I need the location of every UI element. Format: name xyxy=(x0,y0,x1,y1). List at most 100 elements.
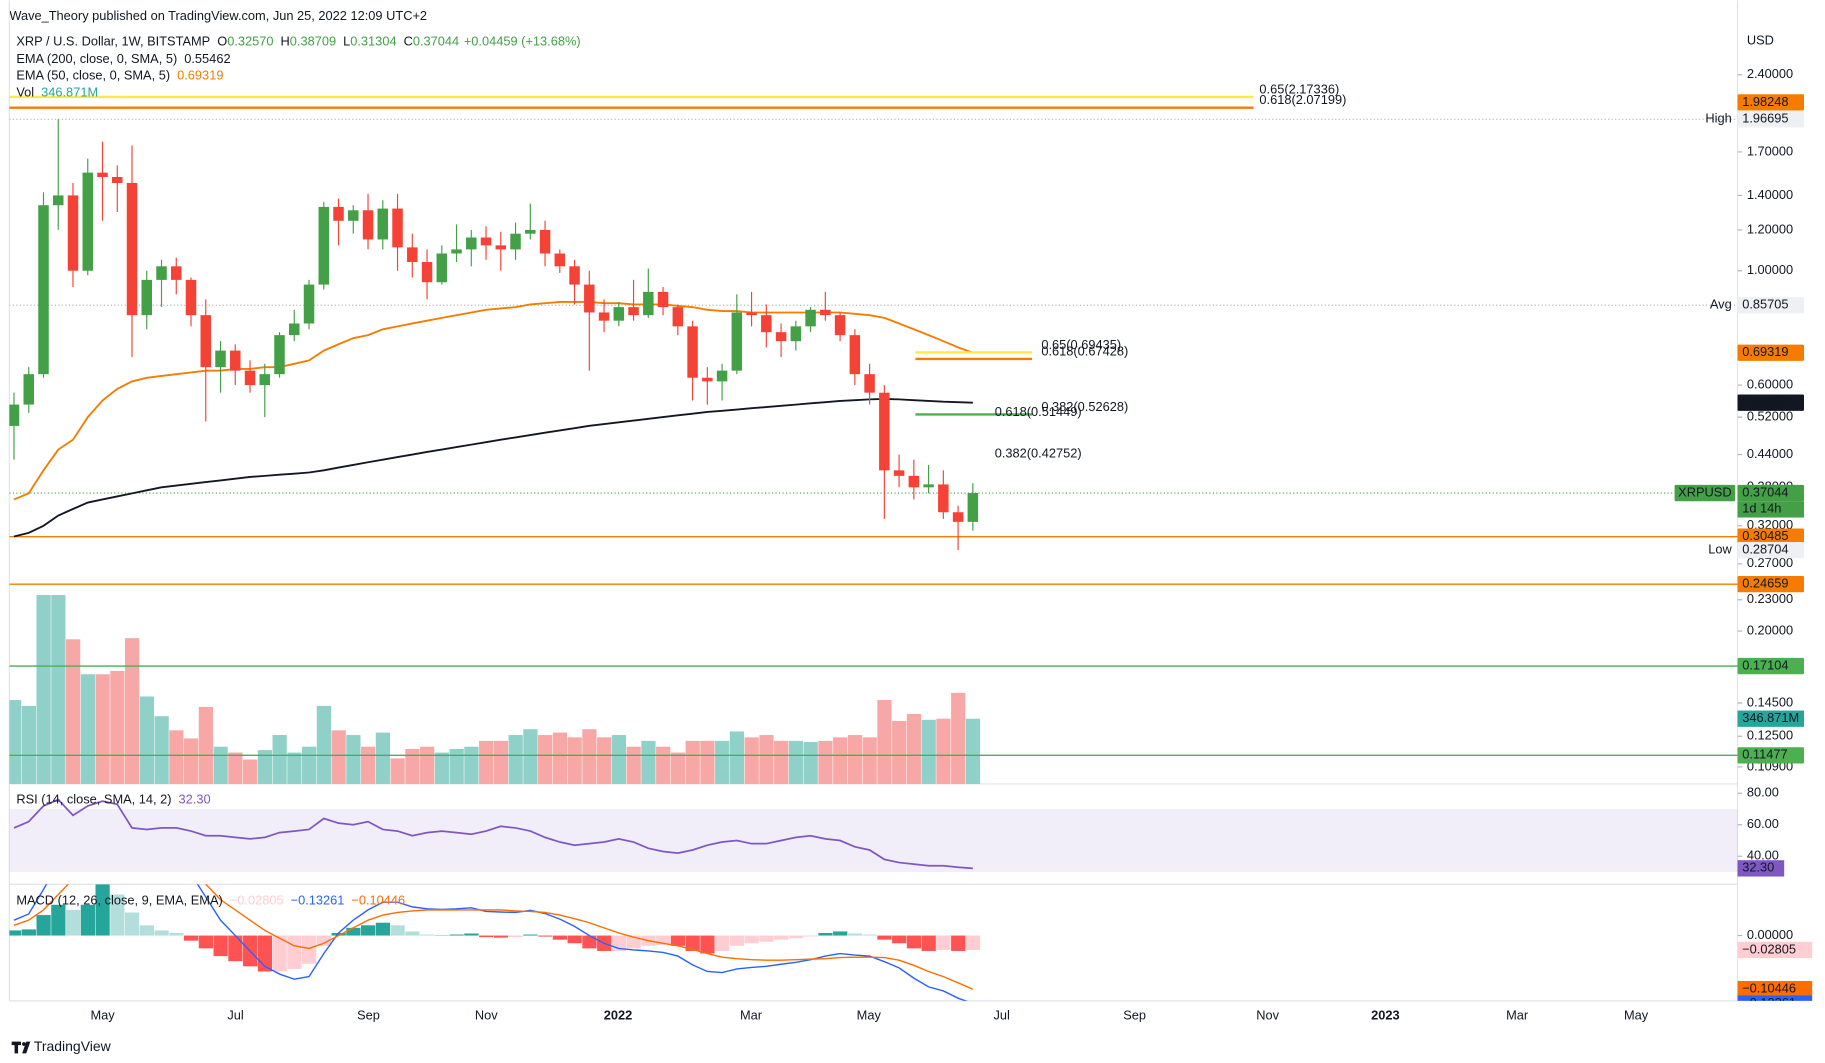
candle-body xyxy=(392,208,403,248)
price-level-label: 0.11477 xyxy=(1742,747,1787,762)
volume-bar xyxy=(611,735,627,784)
symbol-tag xyxy=(1674,484,1736,502)
candle-body xyxy=(923,484,934,488)
volume-bar xyxy=(375,732,391,784)
macd-histogram-bar xyxy=(198,935,213,949)
x-tick-label: 2022 xyxy=(604,1007,633,1022)
candle-body xyxy=(613,307,625,321)
volume-bar xyxy=(464,746,479,784)
volume-bar xyxy=(420,746,435,784)
rsi-legend: RSI (14, close, SMA, 14, 2) 32.30 xyxy=(16,792,210,807)
volume-bar xyxy=(759,735,774,784)
macd-histogram-bar xyxy=(139,925,154,936)
price-level-label: 0.37044 xyxy=(1742,484,1788,499)
x-tick-label: Nov xyxy=(475,1007,498,1022)
candle-body xyxy=(362,210,374,240)
volume-bar xyxy=(833,737,848,784)
rsi-value: 32.30 xyxy=(179,792,211,807)
macd-box xyxy=(1737,980,1813,998)
rsi-line xyxy=(13,798,973,870)
price-level-box xyxy=(1737,344,1805,361)
candle-body xyxy=(185,279,197,316)
volume-bar xyxy=(508,735,523,784)
macd-histogram-bar xyxy=(405,931,420,936)
indicator-legend: Vol 346.871M xyxy=(16,85,98,100)
volume-bar xyxy=(538,735,553,784)
macd-histogram-bar xyxy=(538,935,553,937)
macd-name: MACD (12, 26, close, 9, EMA, EMA) xyxy=(16,893,222,908)
y-tick-label: 60.00 xyxy=(1747,816,1779,831)
price-pane xyxy=(9,118,1738,784)
macd-histogram-bar xyxy=(552,935,568,940)
volume-bar xyxy=(641,740,656,784)
x-tick-label: Sep xyxy=(357,1007,380,1022)
price-axis: 2.40000 1.70000 1.40000 1.20000 1.00000 0.600… xyxy=(1737,66,1793,773)
candle-body xyxy=(628,307,639,316)
volume-bar xyxy=(361,746,376,784)
volume-bar xyxy=(390,758,405,784)
macd-histogram-bar xyxy=(833,931,848,936)
candle-body xyxy=(938,484,949,513)
candle-body xyxy=(480,237,492,246)
y-tick-label: 40.00 xyxy=(1747,848,1779,863)
volume-bar xyxy=(198,707,213,784)
price-level-box xyxy=(1737,94,1805,111)
volume-bar xyxy=(21,705,36,784)
macd-histogram-bar xyxy=(936,935,951,950)
y-tick-label: 0.27000 xyxy=(1747,555,1793,570)
candle-body xyxy=(38,205,49,375)
countdown-box xyxy=(1737,501,1805,518)
volume-bar xyxy=(818,740,833,784)
volume-bar xyxy=(906,713,922,784)
candle-body xyxy=(82,172,93,271)
y-tick-label: 0.32000 xyxy=(1747,517,1793,532)
rsi-band xyxy=(9,809,1738,872)
indicator-name: EMA (200, close, 0, SMA, 5) xyxy=(16,51,177,66)
y-tick-label: 0.52000 xyxy=(1747,409,1793,424)
symbol-name: XRP / U.S. Dollar, 1W, BITSTAMP xyxy=(16,34,210,49)
candle-body xyxy=(775,332,787,342)
macd-histogram-bar xyxy=(523,934,538,936)
macd-box xyxy=(1737,941,1813,959)
price-level-label: 0.85705 xyxy=(1742,297,1788,312)
price-level-name: High xyxy=(1705,111,1731,126)
candle-body xyxy=(790,326,802,342)
indicator-value: 0.55462 xyxy=(184,51,230,66)
macd-histogram-bar xyxy=(818,932,833,936)
volume-bar xyxy=(744,737,759,784)
x-tick-label: Mar xyxy=(1506,1007,1529,1022)
volume-bar xyxy=(729,731,745,784)
candle-body xyxy=(230,350,241,371)
volume-bar xyxy=(936,718,951,784)
candle-body xyxy=(289,323,300,336)
candle-body xyxy=(407,247,418,262)
candle-body xyxy=(864,374,875,393)
candle-body xyxy=(53,195,64,206)
volume-bar xyxy=(434,752,450,784)
macd-histogram-bar xyxy=(66,909,81,936)
macd-legend: MACD (12, 26, close, 9, EMA, EMA) −0.0280… xyxy=(16,893,405,908)
y-tick-label: 0.14500 xyxy=(1747,694,1793,709)
candle-body xyxy=(466,237,477,250)
macd-histogram-bar xyxy=(774,935,789,940)
macd-histogram-bar xyxy=(434,935,450,936)
macd-histogram-bar xyxy=(302,935,317,964)
macd-histogram-bar xyxy=(715,935,730,951)
macd-histogram-bar xyxy=(420,934,435,936)
volume-bar xyxy=(51,595,66,784)
macd-box-label: −0.02805 xyxy=(1742,941,1796,956)
price-level-box xyxy=(1737,575,1805,593)
rsi-box-label: 32.30 xyxy=(1742,860,1774,875)
macd-histogram-bar xyxy=(759,935,774,942)
price-level-label: 0.24659 xyxy=(1742,576,1788,591)
candle-body xyxy=(702,377,713,382)
macd-histogram-bar xyxy=(700,935,715,954)
candle-body xyxy=(805,309,816,327)
volume-bar xyxy=(921,719,936,784)
macd-pane xyxy=(9,884,981,1001)
volume-bar xyxy=(862,737,877,784)
candle-body xyxy=(539,229,551,254)
macd-histogram-bar xyxy=(390,925,405,936)
candle-body xyxy=(657,291,669,308)
